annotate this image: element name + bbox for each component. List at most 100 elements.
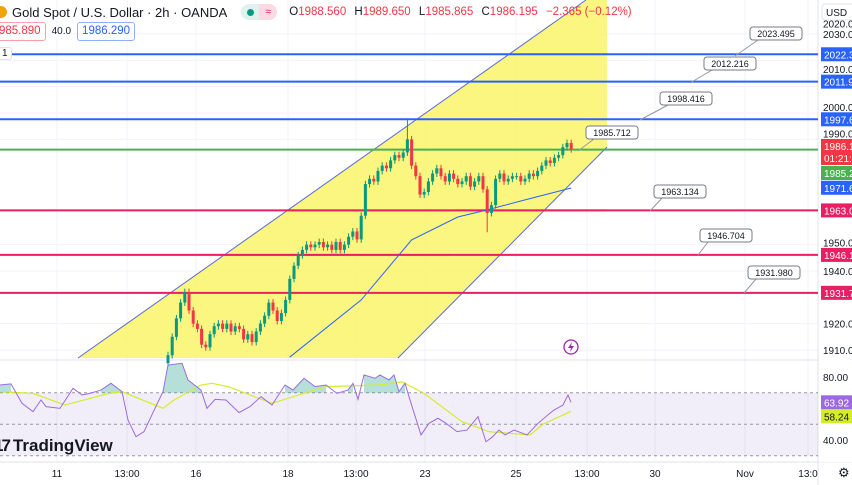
rsi-tick: 80.00 <box>823 373 848 384</box>
rsi-line <box>0 362 572 443</box>
price-tag <box>821 166 852 180</box>
candle-body <box>368 178 372 185</box>
buy-button[interactable]: 1986.290 <box>77 22 136 41</box>
price-tick: 1950.0 <box>823 238 852 249</box>
price-tag <box>821 203 852 218</box>
candle-body <box>489 205 493 214</box>
price-tag-label: 1931.7 <box>824 289 852 300</box>
candle-body <box>263 315 267 324</box>
candle-body <box>250 334 254 343</box>
approx-icon: ≈ <box>259 4 278 20</box>
candle-body <box>494 178 498 206</box>
candle-body <box>464 176 468 182</box>
callout-pointer <box>577 138 595 152</box>
candle-body <box>372 178 376 182</box>
callout-pointer <box>689 69 713 84</box>
sell-button[interactable]: 985.890 <box>0 22 46 41</box>
rsi-ma-line <box>0 381 572 436</box>
candle-body <box>506 178 510 182</box>
candle-body <box>431 173 435 182</box>
candle-body <box>292 265 296 279</box>
candle-body <box>208 334 212 348</box>
callout-pointer <box>734 39 759 57</box>
horizontal-levels[interactable] <box>0 53 818 294</box>
candle-body <box>439 168 443 177</box>
lightning-icon[interactable] <box>563 339 579 355</box>
candle-body <box>321 242 325 248</box>
candle-body <box>246 334 250 340</box>
candle-body <box>393 155 397 161</box>
candle-body <box>204 344 208 348</box>
callout-pointer <box>639 104 669 121</box>
candle-body <box>515 176 519 178</box>
callout-label: 1946.704 <box>707 231 745 241</box>
symbol-title[interactable]: Gold Spot / U.S. Dollar · 2h · OANDA <box>12 4 228 20</box>
candle-body <box>452 173 456 179</box>
rsi-overbought-fill <box>101 383 122 393</box>
candle-body <box>288 278 292 300</box>
candle-body <box>460 181 464 185</box>
time-tick: 30 <box>649 469 661 480</box>
gold-symbol-icon <box>0 6 7 18</box>
candle-body <box>242 328 246 340</box>
time-tick: 23 <box>419 469 431 480</box>
candle-body <box>498 173 502 179</box>
candle-body <box>216 323 220 327</box>
candle-body <box>313 244 317 248</box>
price-tag <box>821 139 852 165</box>
price-tag <box>821 285 852 300</box>
callouts[interactable]: 2023.495 2012.216 1998.416 1985.712 1963.134… <box>577 26 803 294</box>
time-tick: 13:00 <box>343 469 368 480</box>
candle-body <box>468 176 472 187</box>
rsi-tick: 40.00 <box>823 436 848 447</box>
candle-body <box>380 165 384 171</box>
callout-box <box>747 265 801 280</box>
candle-body <box>531 173 535 177</box>
price-tag <box>821 74 852 89</box>
price-tag-label: 2022.3 <box>824 50 852 61</box>
gear-icon[interactable]: ⚙ <box>838 465 850 480</box>
candle-body <box>233 326 237 332</box>
price-tag-label: 1986.1 <box>824 142 852 153</box>
market-status-badge[interactable]: ≈ <box>241 4 278 20</box>
candle-body <box>376 170 380 182</box>
candle-body <box>334 242 338 250</box>
moving-average <box>289 187 572 358</box>
candle-body <box>284 299 288 314</box>
rsi-ma-tag <box>821 409 852 424</box>
candle-body <box>300 249 304 256</box>
candle-body <box>254 331 258 343</box>
candle-body <box>548 160 552 164</box>
callout-label: 1931.980 <box>755 268 793 278</box>
price-tick: 1940.0 <box>823 267 852 278</box>
candle-body <box>326 244 330 248</box>
candle-body <box>225 323 229 329</box>
time-tick: 13:00 <box>114 469 139 480</box>
callout-label: 1963.134 <box>661 187 699 197</box>
candle-body <box>422 191 426 195</box>
callout-box <box>703 56 757 71</box>
trade-panel: 985.890 40.0 1986.290 <box>0 22 136 41</box>
rsi-value-tag <box>821 395 852 410</box>
candle-body <box>187 292 191 311</box>
candle-body <box>519 176 523 182</box>
candle-body <box>258 323 262 332</box>
price-tick: 2000.0 <box>823 103 852 114</box>
callout-label: 2012.216 <box>711 59 749 69</box>
candle-body <box>170 336 174 356</box>
channel-fill <box>78 0 607 358</box>
callout-box <box>653 184 707 199</box>
time-axis[interactable]: 11 13:00 16 18 13:00 23 25 13:00 30 Nov 13:0 <box>52 469 818 480</box>
candle-body <box>565 143 569 148</box>
candle-body <box>557 155 561 158</box>
candle-body <box>237 326 241 329</box>
rsi-overbought-fill <box>285 378 326 393</box>
time-tick: 25 <box>510 469 522 480</box>
candle-body <box>296 255 300 266</box>
candle-body <box>279 313 283 321</box>
candle-body <box>405 139 409 153</box>
indicator-toggle[interactable]: 1 <box>0 47 12 60</box>
